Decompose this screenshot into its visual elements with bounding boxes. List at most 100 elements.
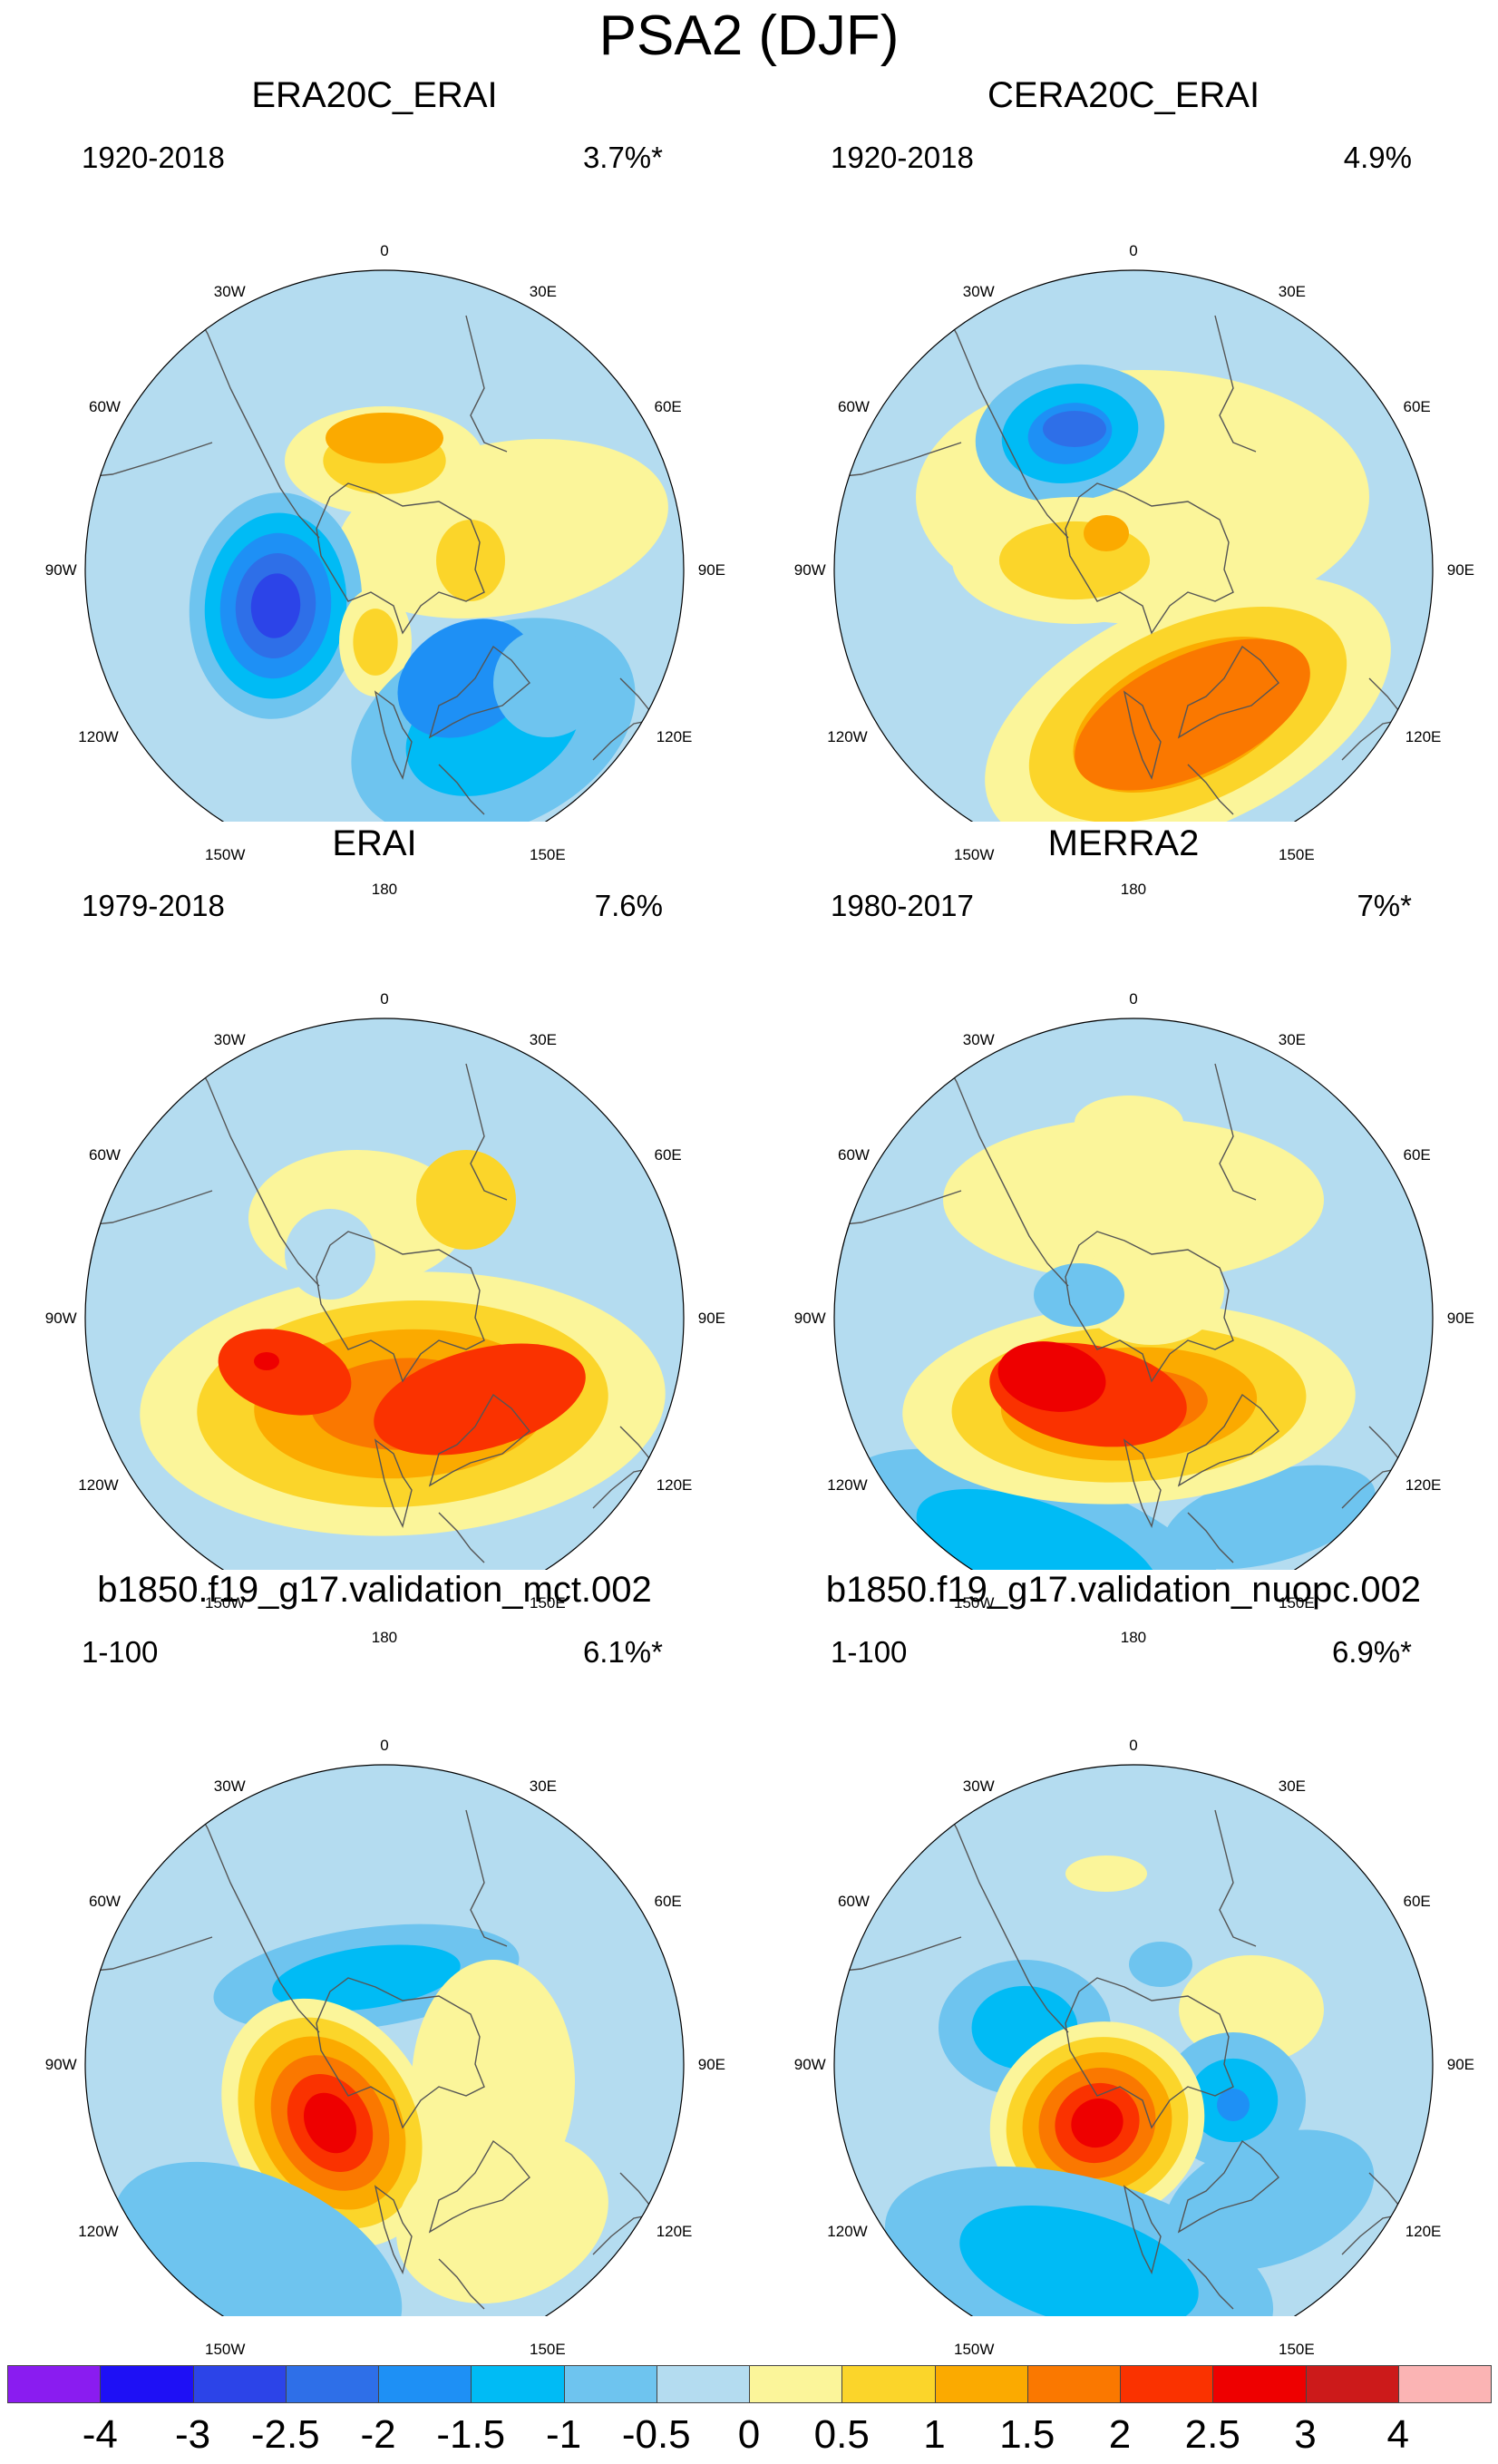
longitude-label: 150W xyxy=(954,2341,995,2359)
colorbar-swatch xyxy=(378,2365,472,2403)
coastline xyxy=(1065,1231,1234,1383)
map-panel: ERAI 1979-2018 7.6% 0 30E 60E 90E 120E 150E 180 15… xyxy=(0,821,749,1645)
longitude-label: 30W xyxy=(962,282,995,300)
longitude-label: 30E xyxy=(529,1030,557,1048)
map-boundary xyxy=(833,1018,1434,1570)
contour-field xyxy=(85,1765,684,2316)
longitude-label: 90W xyxy=(44,561,77,579)
map-boundary xyxy=(833,1764,1434,2316)
coastline xyxy=(1177,645,1279,739)
colorbar-swatch xyxy=(1026,2365,1121,2403)
longitude-label: 30W xyxy=(962,1777,995,1795)
panel-title: b1850.f19_g17.validation_mct.002 xyxy=(97,1570,652,1610)
contour-blob xyxy=(1164,2129,1375,2271)
longitude-label: 90E xyxy=(697,1310,725,1327)
longitude-label: 60E xyxy=(654,398,682,415)
longitude-label: 120E xyxy=(656,728,693,745)
longitude-label: 120W xyxy=(78,2223,119,2240)
contour-blob xyxy=(303,2092,357,2154)
colorbar-label: 2.5 xyxy=(1184,2412,1240,2457)
longitude-label: 30W xyxy=(962,1030,995,1048)
longitude-label: 30W xyxy=(213,1030,246,1048)
longitude-label: 120W xyxy=(827,2223,868,2240)
coastline xyxy=(938,1796,1069,2033)
panel-period: 1920-2018 xyxy=(82,141,225,174)
contour-blob xyxy=(416,1150,516,1250)
longitude-label: 90W xyxy=(793,2056,826,2073)
contour-blob xyxy=(254,1352,279,1370)
coastline xyxy=(189,301,320,539)
longitude-label: 120W xyxy=(827,1476,868,1494)
colorbar-swatch xyxy=(1305,2365,1399,2403)
colorbar-swatch xyxy=(749,2365,843,2403)
colorbar-label: -2.5 xyxy=(250,2412,320,2457)
longitude-label: 150E xyxy=(1279,1594,1315,1612)
colorbar-label: -3 xyxy=(174,2412,211,2457)
coastline xyxy=(316,482,485,635)
contour-blob xyxy=(943,1118,1324,1281)
panel-variance: 4.9% xyxy=(1343,141,1412,174)
map-boundary xyxy=(84,1018,685,1570)
map-boundary xyxy=(833,269,1434,822)
coastline xyxy=(428,2139,530,2234)
polar-map xyxy=(84,1018,685,1570)
longitude-label: 120E xyxy=(1405,1476,1442,1494)
contour-blob xyxy=(1075,638,1310,791)
colorbar-label: -4 xyxy=(82,2412,118,2457)
panel-title: b1850.f19_g17.validation_nuopc.002 xyxy=(825,1570,1422,1610)
contour-blob xyxy=(1065,1855,1147,1892)
coastline xyxy=(189,1796,320,2033)
longitude-label: 150W xyxy=(205,846,246,864)
coastline xyxy=(1187,1512,1234,1563)
longitude-label: 60W xyxy=(88,1146,121,1164)
coastline xyxy=(428,1393,530,1487)
panel-variance: 6.1%* xyxy=(582,1635,663,1669)
longitude-label: 180 xyxy=(371,881,398,898)
colorbar-swatch xyxy=(934,2365,1028,2403)
coastline xyxy=(1187,2258,1234,2310)
contour-blob xyxy=(353,609,398,676)
longitude-label: 60W xyxy=(837,1893,870,1910)
coastline xyxy=(316,1977,485,2129)
longitude-label: 60W xyxy=(837,1146,870,1164)
colorbar-label: -1.5 xyxy=(436,2412,506,2457)
coastline xyxy=(465,1809,508,1947)
longitude-label: 60W xyxy=(837,398,870,415)
panel-variance: 7%* xyxy=(1357,889,1412,922)
colorbar-label: 0.5 xyxy=(813,2412,870,2457)
contour-blob xyxy=(1129,1942,1192,1987)
map-panel: ERA20C_ERAI 1920-2018 3.7%* 0 30E 60E 90E 120E 1… xyxy=(0,73,749,897)
contour-blob xyxy=(1217,2089,1250,2121)
longitude-label: 120W xyxy=(78,728,119,745)
colorbar-swatch xyxy=(841,2365,936,2403)
longitude-label: 30E xyxy=(1278,1777,1306,1795)
longitude-label: 60W xyxy=(88,398,121,415)
longitude-label: 150W xyxy=(954,846,995,864)
colorbar-label: 1 xyxy=(923,2412,946,2457)
coastline xyxy=(374,690,413,781)
coastline xyxy=(1065,482,1234,635)
polar-map xyxy=(833,269,1434,822)
longitude-label: 30E xyxy=(529,1777,557,1795)
contour-blob xyxy=(326,413,443,463)
longitude-label: 90E xyxy=(697,2056,725,2073)
colorbar xyxy=(7,2365,1492,2405)
colorbar-swatch xyxy=(1120,2365,1214,2403)
longitude-label: 60E xyxy=(654,1893,682,1910)
contour-field xyxy=(85,270,684,822)
longitude-label: 0 xyxy=(380,242,389,259)
coastline xyxy=(1123,690,1162,781)
colorbar-swatch xyxy=(471,2365,565,2403)
coastline xyxy=(1177,1393,1279,1487)
longitude-label: 30W xyxy=(213,282,246,300)
coastline xyxy=(1214,1063,1257,1201)
longitude-label: 0 xyxy=(1129,1737,1138,1754)
contour-blob xyxy=(1043,411,1106,447)
longitude-label: 150E xyxy=(1279,2341,1315,2359)
panel-period: 1-100 xyxy=(82,1635,159,1669)
longitude-label: 150W xyxy=(205,2341,246,2359)
contour-blob xyxy=(959,2205,1199,2316)
contour-field xyxy=(834,1765,1433,2316)
figure-title: PSA2 (DJF) xyxy=(598,5,900,67)
longitude-label: 120W xyxy=(78,1476,119,1494)
